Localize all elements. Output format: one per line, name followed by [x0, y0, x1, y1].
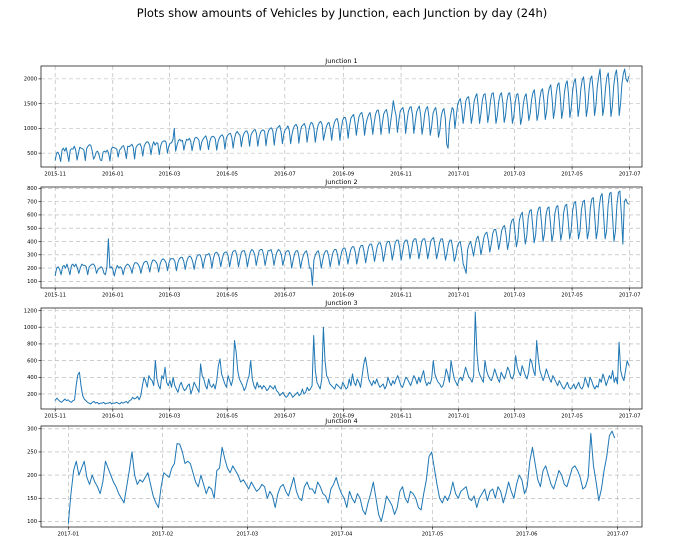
series-line-junction-3: [54, 311, 630, 405]
x-tick-label: 2016-01: [102, 414, 124, 420]
x-tick-label: 2016-09: [333, 172, 355, 178]
y-tick-label: 100: [27, 279, 37, 285]
x-tick-label: 2015-11: [44, 414, 66, 420]
y-tick-label: 400: [27, 239, 37, 245]
x-tick-label: 2017-07: [619, 414, 641, 420]
x-tick-label: 2017-07: [619, 293, 641, 299]
panel-junction-2: Junction 2 2015-11 2016-01 2016-03 2016-05 20…: [27, 178, 643, 299]
plot-frame: [40, 307, 643, 410]
y-tick-label: 1000: [24, 126, 37, 132]
x-tick-label: 2017-03: [504, 172, 526, 178]
panel-title-junction-3: Junction 3: [324, 299, 357, 307]
y-tick-label: 800: [27, 342, 37, 348]
y-tick-label: 1200: [24, 308, 37, 314]
series-line-junction-2: [54, 190, 630, 286]
panel-title-junction-1: Junction 1: [324, 57, 357, 65]
x-tick-label: 2017-05: [561, 293, 583, 299]
x-tick-label: 2016-05: [216, 172, 238, 178]
chart-panels: Junction 1 2015-11 2016-01 2016-03 2016-05 20…: [24, 57, 643, 538]
y-tick-label: 150: [27, 496, 37, 502]
y-tick-label: 500: [27, 151, 37, 157]
y-tick-label: 300: [27, 427, 37, 433]
x-tick-label: 2015-11: [44, 172, 66, 178]
x-tick-label: 2016-03: [159, 293, 181, 299]
x-tick-label: 2017-06: [516, 532, 538, 538]
x-tick-label: 2016-05: [216, 414, 238, 420]
x-tick-label: 2017-03: [237, 532, 259, 538]
y-tick-label: 1000: [24, 325, 37, 331]
plot-frame: [40, 65, 643, 168]
x-tick-label: 2016-11: [390, 293, 412, 299]
panel-junction-4: Junction 4 2017-01 2017-02 2017-03 2017-04 20…: [27, 417, 643, 538]
x-tick-label: 2016-01: [102, 172, 124, 178]
y-tick-label: 600: [27, 213, 37, 219]
x-tick-label: 2016-09: [333, 293, 355, 299]
x-tick-label: 2016-03: [159, 414, 181, 420]
x-tick-label: 2017-05: [561, 172, 583, 178]
x-tick-label: 2017-07: [619, 172, 641, 178]
x-tick-label: 2017-05: [561, 414, 583, 420]
x-tick-label: 2016-09: [333, 414, 355, 420]
x-tick-label: 2017-03: [504, 293, 526, 299]
x-tick-label: 2016-05: [216, 293, 238, 299]
x-tick-label: 2017-02: [152, 532, 174, 538]
x-tick-label: 2017-01: [57, 532, 79, 538]
panel-junction-3: Junction 3 2015-11 2016-01 2016-03 2016-05 20…: [24, 299, 643, 420]
x-tick-label: 2016-03: [159, 172, 181, 178]
x-tick-label: 2015-11: [44, 293, 66, 299]
plot-frame: [40, 186, 643, 289]
x-tick-label: 2017-03: [504, 414, 526, 420]
y-tick-label: 600: [27, 358, 37, 364]
y-tick-label: 700: [27, 199, 37, 205]
y-tick-label: 200: [27, 266, 37, 272]
y-tick-label: 500: [27, 226, 37, 232]
y-tick-label: 800: [27, 186, 37, 192]
y-tick-label: 100: [27, 519, 37, 525]
x-tick-label: 2017-01: [448, 172, 470, 178]
y-tick-label: 200: [27, 473, 37, 479]
x-tick-label: 2017-04: [331, 532, 353, 538]
series-line-junction-1: [54, 68, 630, 163]
panel-junction-1: Junction 1 2015-11 2016-01 2016-03 2016-05 20…: [24, 57, 643, 178]
y-tick-label: 250: [27, 450, 37, 456]
x-tick-label: 2017-07: [607, 532, 629, 538]
x-tick-label: 2016-11: [390, 414, 412, 420]
plot-frame: [40, 425, 643, 528]
y-tick-label: 400: [27, 375, 37, 381]
panel-title-junction-4: Junction 4: [324, 417, 357, 425]
x-tick-label: 2016-07: [274, 172, 296, 178]
y-tick-label: 1500: [24, 101, 37, 107]
x-tick-label: 2016-11: [390, 172, 412, 178]
panel-title-junction-2: Junction 2: [324, 178, 357, 186]
figure-title: Plots show amounts of Vehicles by Juncti…: [137, 6, 547, 20]
x-tick-label: 2016-07: [274, 293, 296, 299]
x-tick-label: 2017-05: [422, 532, 444, 538]
x-tick-label: 2016-01: [102, 293, 124, 299]
series-line-junction-4: [67, 430, 616, 524]
y-tick-label: 300: [27, 253, 37, 259]
y-tick-label: 200: [27, 392, 37, 398]
x-tick-label: 2017-01: [448, 414, 470, 420]
x-tick-label: 2016-07: [274, 414, 296, 420]
y-tick-label: 2000: [24, 77, 37, 83]
x-tick-label: 2017-01: [448, 293, 470, 299]
